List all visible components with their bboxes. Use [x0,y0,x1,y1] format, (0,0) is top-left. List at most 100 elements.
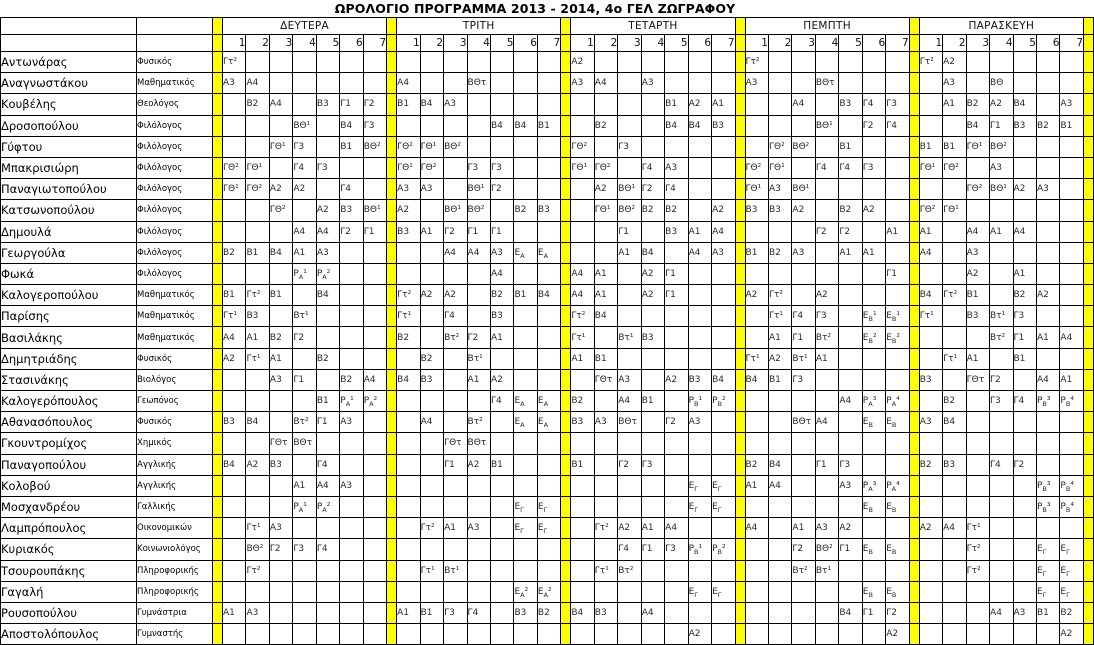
schedule-cell[interactable] [339,262,364,286]
schedule-cell[interactable] [419,453,445,476]
schedule-cell[interactable] [711,347,736,370]
schedule-cell[interactable] [965,156,991,180]
schedule-cell[interactable] [814,93,840,116]
schedule-cell[interactable]: Γ2 [617,453,642,476]
schedule-cell[interactable] [466,389,491,413]
schedule-cell[interactable] [570,199,595,222]
schedule-cell[interactable] [221,368,247,392]
schedule-cell[interactable]: Α2 [1035,284,1061,307]
schedule-cell[interactable] [1035,623,1061,645]
schedule-cell[interactable]: Γτ¹ [918,305,944,328]
schedule-cell[interactable] [396,495,421,519]
schedule-cell[interactable] [814,135,840,158]
schedule-cell[interactable]: Γ1 [489,220,515,243]
schedule-cell[interactable]: Α4 [664,517,689,540]
schedule-cell[interactable]: Β3 [268,453,294,476]
schedule-cell[interactable] [942,241,967,264]
schedule-cell[interactable]: Α3 [443,93,468,116]
schedule-cell[interactable] [221,517,247,540]
schedule-cell[interactable] [687,199,713,222]
schedule-cell[interactable] [1059,199,1084,222]
schedule-cell[interactable] [536,623,562,645]
schedule-cell[interactable]: ΓΘ¹ [396,156,421,180]
schedule-cell[interactable] [711,50,736,74]
schedule-cell[interactable]: Γ1 [861,601,887,625]
schedule-cell[interactable]: ΒΘ¹ [362,199,388,222]
schedule-cell[interactable]: ΕΒ [861,538,887,561]
schedule-cell[interactable] [965,411,991,434]
schedule-cell[interactable] [791,495,816,519]
schedule-cell[interactable] [885,559,910,582]
schedule-cell[interactable]: ΓΘ¹ [419,135,445,158]
schedule-cell[interactable] [221,538,247,561]
schedule-cell[interactable] [965,601,991,625]
schedule-cell[interactable]: Β2 [664,199,689,222]
schedule-cell[interactable] [536,220,562,243]
schedule-cell[interactable] [466,262,491,286]
schedule-cell[interactable] [268,389,294,413]
schedule-cell[interactable] [965,495,991,519]
schedule-cell[interactable] [570,178,595,201]
schedule-cell[interactable] [396,347,421,370]
schedule-cell[interactable] [989,474,1014,497]
schedule-cell[interactable] [885,432,910,455]
schedule-cell[interactable] [1012,50,1037,74]
schedule-cell[interactable] [791,580,816,603]
schedule-cell[interactable]: ΕΑ [536,389,562,413]
schedule-cell[interactable]: ΓΘ¹ [593,199,619,222]
schedule-cell[interactable] [339,241,364,264]
schedule-cell[interactable]: Α4 [687,241,713,264]
schedule-cell[interactable] [885,284,910,307]
schedule-cell[interactable] [965,453,991,476]
schedule-cell[interactable] [466,114,491,137]
schedule-cell[interactable] [640,623,666,645]
schedule-cell[interactable]: ΓΘτ [443,432,468,455]
schedule-cell[interactable]: Α1 [791,517,816,540]
schedule-cell[interactable] [489,517,515,540]
schedule-cell[interactable]: ΒΘ [989,72,1014,95]
schedule-cell[interactable] [466,559,491,582]
schedule-cell[interactable] [664,453,689,476]
schedule-cell[interactable]: Βτ¹ [443,559,468,582]
schedule-cell[interactable]: Α3 [744,72,769,95]
schedule-cell[interactable]: Γ4 [989,453,1014,476]
schedule-cell[interactable]: Β1 [221,284,247,307]
schedule-cell[interactable]: Β4 [593,305,619,328]
schedule-cell[interactable]: Γ4 [1012,389,1037,413]
schedule-cell[interactable] [339,495,364,519]
schedule-cell[interactable] [861,347,887,370]
schedule-cell[interactable]: Γ3 [838,453,863,476]
schedule-cell[interactable] [339,580,364,603]
schedule-cell[interactable] [814,432,840,455]
schedule-cell[interactable]: ΒΘτ [466,72,491,95]
schedule-cell[interactable]: Α1 [942,93,967,116]
table-row[interactable]: Ρουσοπούλου Γυμνάστρια Α1 Α3 Α1 Β1 Γ3 Γ4 Β3 Β2 Β4 Β… [0,601,1094,625]
schedule-cell[interactable]: ΕΑ [536,411,562,434]
schedule-cell[interactable]: Β2 [1012,284,1037,307]
schedule-cell[interactable]: Α4 [315,220,341,243]
schedule-cell[interactable] [362,495,388,519]
schedule-cell[interactable]: Β2 [315,347,341,370]
schedule-cell[interactable] [339,50,364,74]
schedule-cell[interactable]: Α2 [1012,178,1037,201]
schedule-cell[interactable] [443,623,468,645]
schedule-cell[interactable]: Βτ² [292,411,317,434]
schedule-cell[interactable] [791,601,816,625]
schedule-cell[interactable] [744,601,769,625]
schedule-cell[interactable]: Γτ¹ [942,347,967,370]
schedule-cell[interactable] [942,623,967,645]
schedule-cell[interactable]: Γτ² [245,284,270,307]
schedule-cell[interactable]: ΓΘ¹ [767,156,793,180]
schedule-cell[interactable] [1035,135,1061,158]
schedule-cell[interactable] [664,135,689,158]
schedule-cell[interactable]: Β4 [245,411,270,434]
schedule-cell[interactable] [221,389,247,413]
schedule-cell[interactable] [489,93,515,116]
schedule-cell[interactable]: Γ4 [791,305,816,328]
schedule-cell[interactable]: ΒΘ¹ [989,178,1014,201]
schedule-cell[interactable] [1059,50,1084,74]
table-row[interactable]: Δροσοπούλου Φιλόλογος ΒΘ¹ Β4 Γ3 Β4 Β4 Β1 Β2 Β4 Β4 Β… [0,114,1094,137]
schedule-cell[interactable] [617,580,642,603]
schedule-cell[interactable] [1012,199,1037,222]
schedule-cell[interactable] [1012,368,1037,392]
